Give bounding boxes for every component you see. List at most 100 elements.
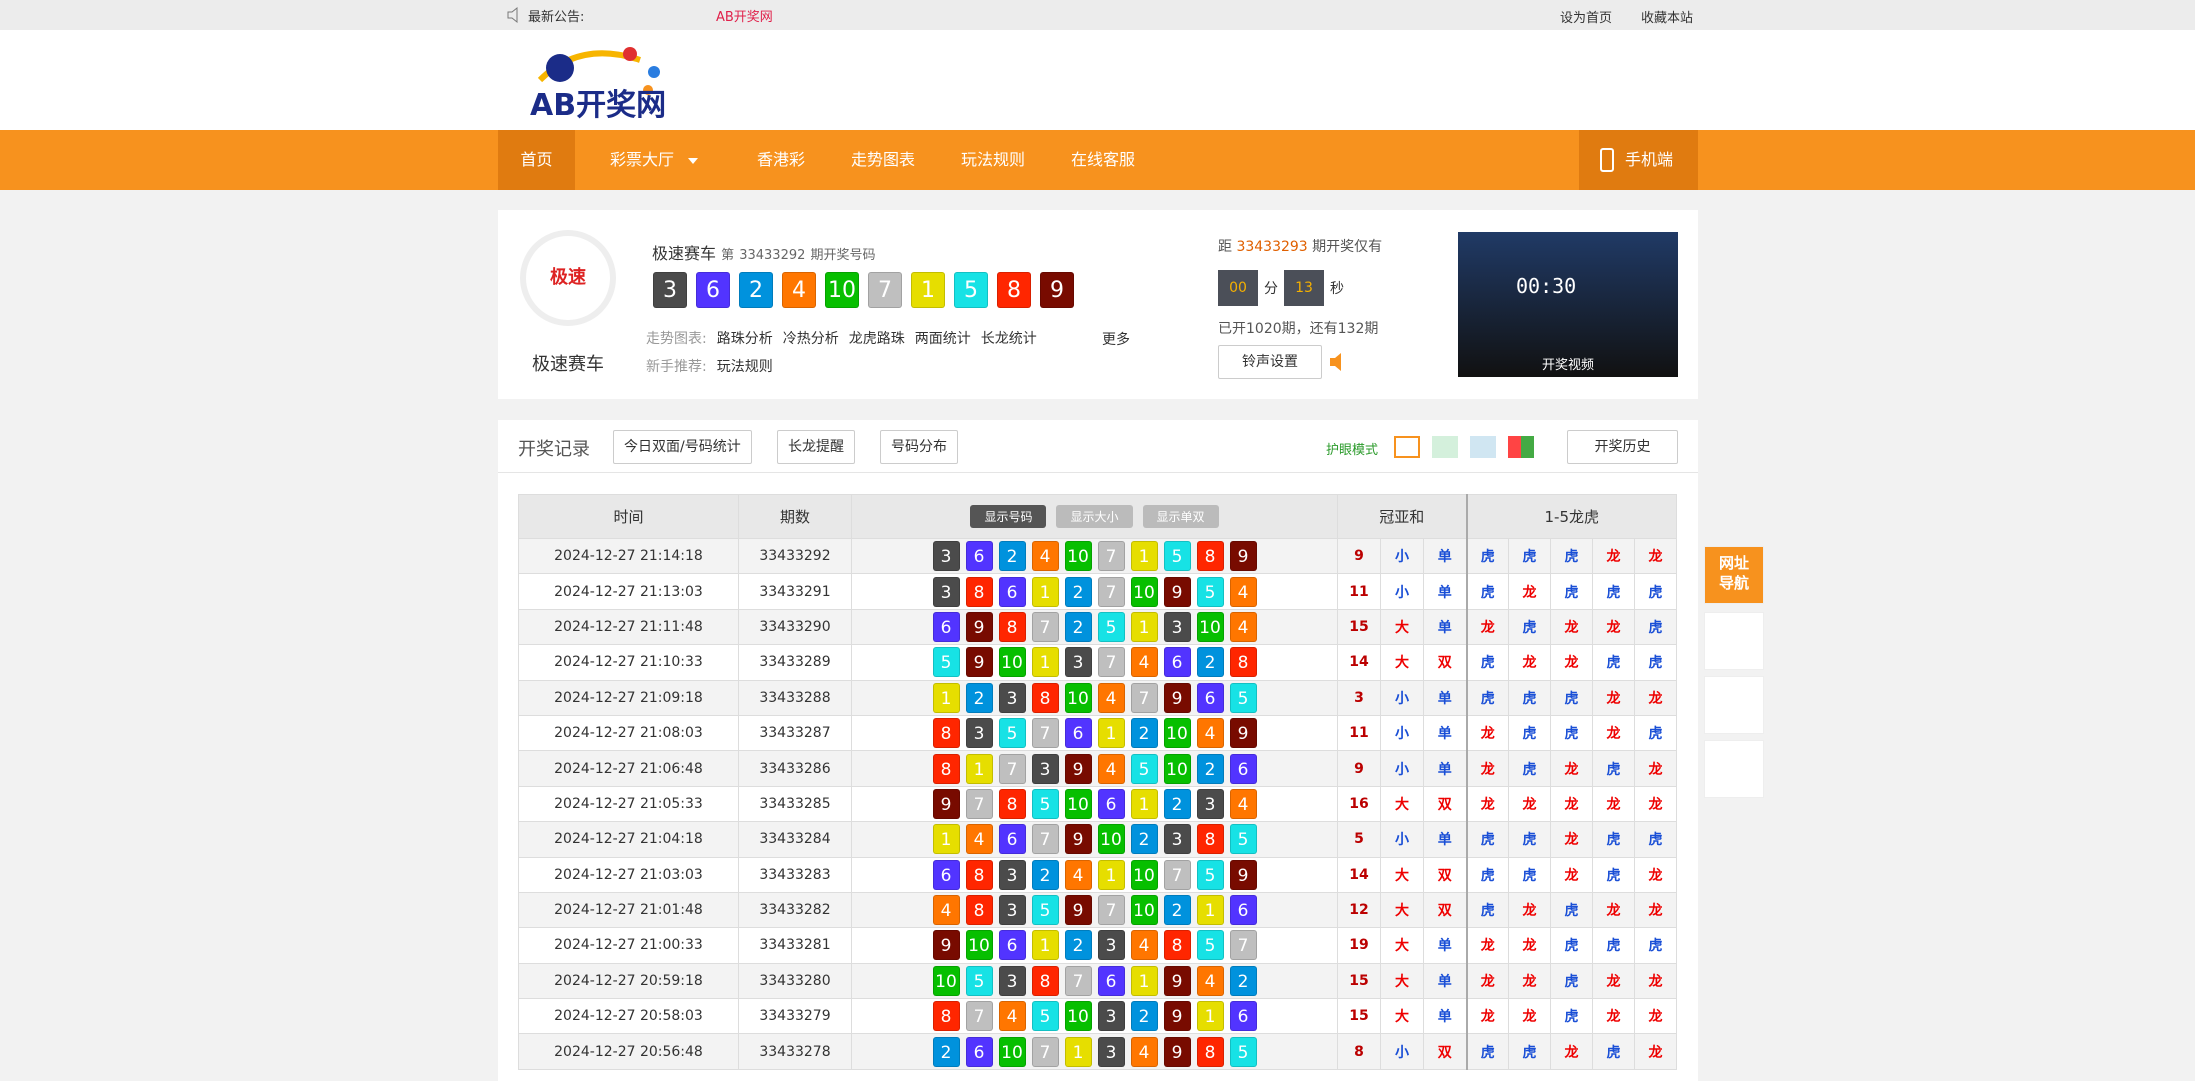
dragon-tiger: 虎	[1634, 644, 1677, 681]
ball: 7	[1031, 611, 1059, 642]
dragon-tiger: 虎	[1465, 537, 1509, 575]
swatch[interactable]	[1508, 436, 1534, 458]
dragon-tiger: 虎	[1550, 927, 1593, 964]
ball: 10	[1064, 1001, 1092, 1032]
ball: 3	[998, 965, 1026, 996]
numbers: 6 9 8 7 2 5 1 3 10 4	[851, 608, 1338, 646]
ball: 7	[1097, 895, 1125, 926]
ball: 2	[1163, 788, 1191, 819]
history-button[interactable]: 开奖历史	[1567, 430, 1678, 464]
ball: 8	[1031, 682, 1059, 713]
toggle[interactable]: 显示单双	[1142, 505, 1219, 528]
chat-button[interactable]	[1704, 740, 1764, 798]
parity: 单	[1423, 821, 1467, 858]
wechat-button[interactable]	[1704, 612, 1764, 670]
nav-item[interactable]: 香港彩	[757, 150, 806, 169]
sum: 15	[1337, 998, 1381, 1035]
nav-item[interactable]: 走势图表	[851, 150, 916, 169]
trend-link[interactable]: 长龙统计	[980, 331, 1037, 347]
link[interactable]: 收藏本站	[1641, 11, 1694, 26]
ball: 10	[1064, 541, 1092, 572]
ball: 1	[911, 272, 945, 308]
time: 2024-12-27 21:03:03	[518, 856, 739, 893]
swatch[interactable]	[1432, 436, 1458, 458]
toggle[interactable]: 显示大小	[1056, 505, 1133, 528]
toggles: 显示号码 显示大小 显示单双	[851, 494, 1338, 539]
ball: 6	[932, 859, 960, 890]
issue: 33433293	[1236, 239, 1308, 255]
ball: 9	[1064, 753, 1092, 784]
qq-button[interactable]	[1704, 676, 1764, 734]
ball: 2	[1064, 576, 1092, 607]
ball: 8	[965, 576, 993, 607]
ball: 2	[1130, 1001, 1158, 1032]
numbers: 5 9 10 1 3 7 4 6 2 8	[851, 644, 1338, 681]
size: 小	[1380, 714, 1424, 752]
unit: 分	[1264, 281, 1278, 297]
ball: 10	[1130, 859, 1158, 890]
ball: 3	[1163, 824, 1191, 855]
dragon-tiger: 龙	[1465, 962, 1509, 1000]
sum: 11	[1337, 573, 1381, 610]
issue: 33433288	[738, 679, 852, 716]
record-row: 2024-12-27 20:59:18 33433280 10 5 3 8 7 6 1 9 4 2 15…	[518, 962, 1677, 1000]
trend-link[interactable]: 冷热分析	[782, 331, 839, 347]
ball: 5	[1031, 895, 1059, 926]
issue: 33433287	[738, 714, 852, 752]
sum: 9	[1337, 750, 1381, 787]
ball: 10	[1196, 611, 1224, 642]
ball: 10	[998, 1036, 1026, 1067]
ball: 5	[954, 272, 988, 308]
nav-item[interactable]: 彩票大厅	[610, 150, 675, 169]
more[interactable]: 更多	[1102, 332, 1130, 348]
nav-item[interactable]: 在线客服	[1071, 150, 1136, 169]
record-row: 2024-12-27 21:01:48 33433282 4 8 3 5 9 7 10 2 1 6 12…	[518, 891, 1677, 929]
issue: 33433285	[738, 785, 852, 823]
ball: 1	[1097, 859, 1125, 890]
video[interactable]: 00:30 开奖视频	[1458, 232, 1678, 377]
ball: 2	[1196, 753, 1224, 784]
ball: 4	[1196, 965, 1224, 996]
bell-button[interactable]: 铃声设置	[1218, 345, 1322, 379]
button[interactable]: 长龙提醒	[777, 430, 855, 464]
ball: 6	[1196, 682, 1224, 713]
ball: 5	[1031, 1001, 1059, 1032]
dragon-tiger: 虎	[1508, 1033, 1551, 1070]
parity: 单	[1423, 998, 1467, 1035]
trend-link[interactable]: 两面统计	[914, 331, 971, 347]
ball: 4	[1229, 611, 1257, 642]
parity: 双	[1423, 1033, 1467, 1070]
size: 大	[1380, 644, 1424, 681]
mobile-link[interactable]: 手机端	[1579, 130, 1698, 190]
trend-link[interactable]: 龙虎路珠	[848, 331, 905, 347]
swatch[interactable]	[1470, 436, 1496, 458]
ball: 6	[965, 1036, 993, 1067]
nav-item[interactable]: 玩法规则	[961, 150, 1026, 169]
ball: 8	[1196, 541, 1224, 572]
ball: 7	[1031, 1036, 1059, 1067]
swatch[interactable]	[1394, 436, 1420, 458]
ball: 9	[932, 930, 960, 961]
logo[interactable]: AB开奖网	[530, 88, 667, 123]
notice-text[interactable]: AB开奖网	[716, 10, 773, 25]
toggle[interactable]: 显示号码	[970, 505, 1047, 528]
nav-item[interactable]: 首页	[498, 130, 575, 190]
ball: 4	[998, 1001, 1026, 1032]
notice-label: 最新公告:	[528, 10, 585, 25]
seconds: 13	[1284, 270, 1324, 306]
button[interactable]: 号码分布	[880, 430, 958, 464]
ball: 2	[1064, 930, 1092, 961]
issue: 33433292	[739, 248, 806, 263]
dragon-tiger: 龙	[1550, 785, 1593, 823]
button[interactable]: 今日双面/号码统计	[613, 430, 752, 464]
header: 期数	[738, 494, 852, 539]
dragon-tiger: 龙	[1465, 750, 1509, 787]
side-nav[interactable]: 网址导航	[1704, 546, 1764, 604]
newbie-link[interactable]: 玩法规则	[716, 359, 773, 375]
trend-link[interactable]: 路珠分析	[716, 331, 773, 347]
ball: 9	[965, 647, 993, 678]
header: 冠亚和	[1337, 494, 1467, 539]
link[interactable]: 设为首页	[1560, 11, 1613, 26]
dragon-tiger: 龙	[1634, 750, 1677, 787]
parity: 单	[1423, 679, 1467, 716]
